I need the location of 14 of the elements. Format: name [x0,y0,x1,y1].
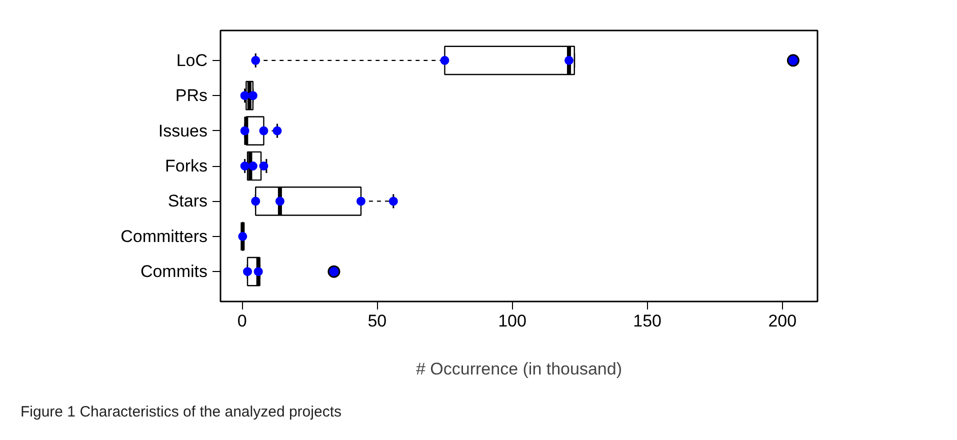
y-tick-label: Committers [120,226,208,246]
y-tick-label: Forks [165,156,208,176]
x-tick-label: 100 [498,312,526,330]
y-tick-label: Issues [158,121,208,140]
x-tick-label: 150 [633,312,662,330]
x-axis-title: # Occurrence (in thousand) [416,360,622,378]
x-tick-label: 200 [768,312,797,330]
y-tick-label: LoC [176,50,208,70]
y-tick-label: PRs [175,86,208,106]
x-tick-label: 50 [368,312,387,330]
y-tick-label: Stars [168,192,208,211]
y-tick-label: Commits [140,262,208,282]
x-tick-label: 0 [237,312,247,330]
caption: Figure 1 Characteristics of the analyzed projects [20,404,342,420]
